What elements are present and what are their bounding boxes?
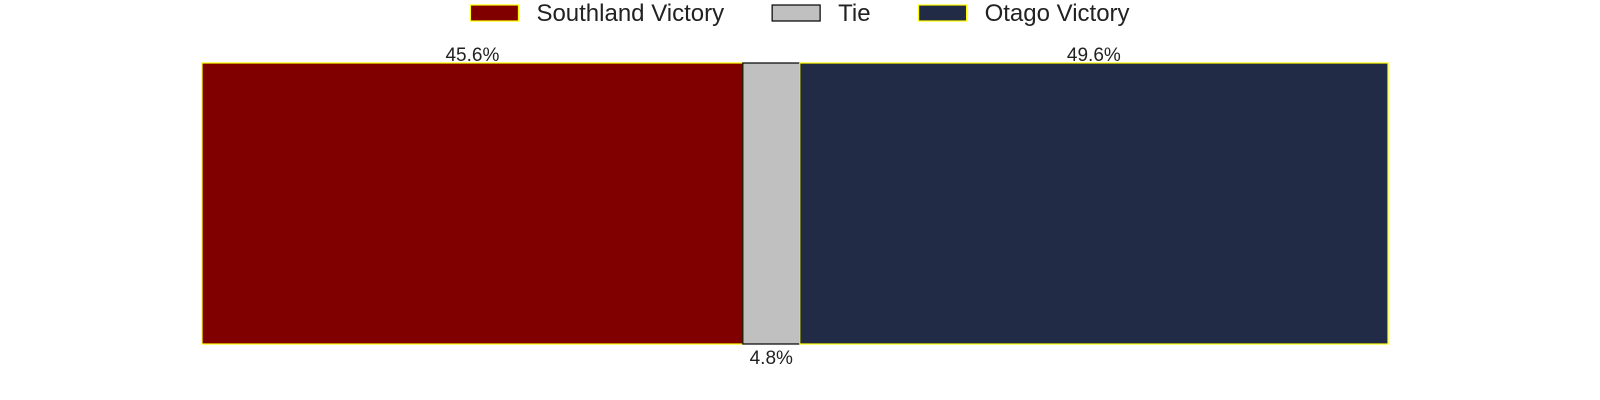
bar-southland-victory xyxy=(201,62,744,345)
legend-item-southland-victory: Southland Victory xyxy=(469,0,724,27)
legend-swatch-southland-victory xyxy=(469,4,520,22)
bar-tie xyxy=(742,62,801,345)
legend-swatch-tie xyxy=(771,4,821,22)
legend-item-otago-victory: Otago Victory xyxy=(917,0,1130,27)
stacked-bar xyxy=(201,62,1389,345)
data-label-southland-victory: 45.6% xyxy=(445,45,499,66)
data-label-tie: 4.8% xyxy=(750,348,793,369)
legend-label-otago-victory: Otago Victory xyxy=(985,0,1130,27)
chart-legend: Southland Victory Tie Otago Victory xyxy=(469,0,1130,27)
legend-label-tie: Tie xyxy=(838,0,870,27)
legend-item-tie: Tie xyxy=(771,0,871,27)
bar-otago-victory xyxy=(799,62,1389,345)
legend-label-southland-victory: Southland Victory xyxy=(536,0,724,27)
data-label-otago-victory: 49.6% xyxy=(1067,45,1121,66)
legend-swatch-otago-victory xyxy=(917,4,968,22)
data-labels: 45.6% 4.8% 49.6% xyxy=(445,45,1120,369)
